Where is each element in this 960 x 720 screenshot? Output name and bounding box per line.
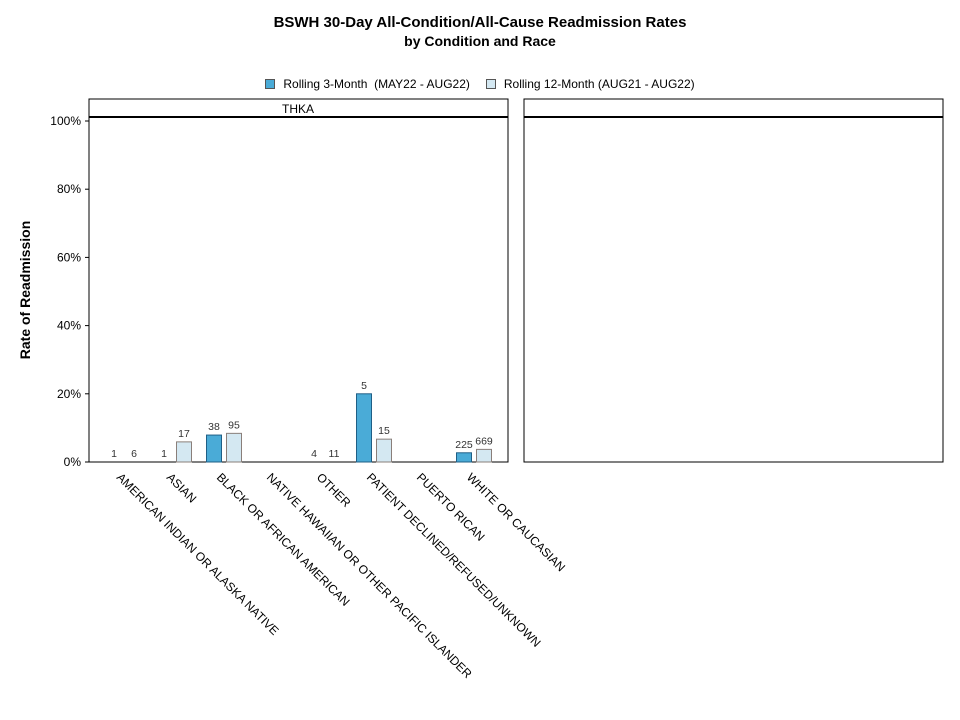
- y-tick-label-40: 40%: [57, 319, 81, 333]
- data-label-s1-c3: 38: [208, 421, 220, 433]
- bar-s2-c2: [176, 441, 192, 463]
- data-label-s1-c6: 5: [361, 380, 367, 392]
- x-tick-label-5: OTHER: [314, 470, 354, 510]
- legend-label-rolling-12-month: Rolling 12-Month (AUG21 - AUG22): [503, 77, 695, 91]
- data-label-s2-c5: 11: [329, 448, 340, 460]
- y-tick-label-100: 100%: [50, 114, 81, 128]
- bar-s2-c6: [376, 438, 392, 463]
- data-label-s2-c8: 669: [475, 435, 493, 447]
- data-label-s2-c6: 15: [378, 425, 390, 437]
- data-label-s2-c1: 6: [131, 448, 137, 460]
- chart-subtitle: by Condition and Race: [404, 33, 556, 49]
- data-label-s1-c1: 1: [111, 448, 117, 460]
- bar-s1-c3: [206, 434, 222, 463]
- x-tick-label-6: PATIENT DECLINED/REFUSED/UNKNOWN: [364, 470, 544, 650]
- y-tick-label-0: 0%: [64, 455, 82, 469]
- bar-s1-c8: [456, 452, 472, 463]
- y-tick-label-20: 20%: [57, 387, 81, 401]
- legend-swatch-rolling-12-month: [485, 79, 496, 89]
- data-label-s2-c2: 17: [178, 428, 190, 440]
- legend: Rolling 3-Month (MAY22 - AUG22) Rolling …: [0, 77, 960, 91]
- legend-item-rolling-12-month: Rolling 12-Month (AUG21 - AUG22): [485, 77, 695, 91]
- data-label-s1-c8: 225: [455, 439, 473, 451]
- data-label-s2-c3: 95: [228, 419, 240, 431]
- legend-item-rolling-3-month: Rolling 3-Month (MAY22 - AUG22): [265, 77, 470, 91]
- bar-s1-c6: [356, 393, 372, 463]
- data-label-s1-c2: 1: [161, 448, 167, 460]
- panel-frame-1: [88, 98, 509, 463]
- panel-frame-2: [523, 98, 944, 463]
- x-tick-label-8: WHITE OR CAUCASIAN: [464, 470, 568, 574]
- x-tick-label-2: ASIAN: [164, 470, 199, 505]
- legend-swatch-rolling-3-month: [265, 79, 276, 89]
- panel-label-1: THKA: [282, 102, 314, 116]
- chart-title: BSWH 30-Day All-Condition/All-Cause Read…: [273, 14, 687, 31]
- legend-label-rolling-3-month: Rolling 3-Month (MAY22 - AUG22): [283, 77, 470, 91]
- data-label-s1-c5: 4: [311, 448, 317, 460]
- bar-s2-c8: [476, 448, 492, 463]
- y-axis-title: Rate of Readmission: [17, 221, 33, 359]
- y-tick-label-60: 60%: [57, 250, 81, 264]
- y-tick-label-80: 80%: [57, 182, 81, 196]
- bar-s2-c3: [226, 432, 242, 463]
